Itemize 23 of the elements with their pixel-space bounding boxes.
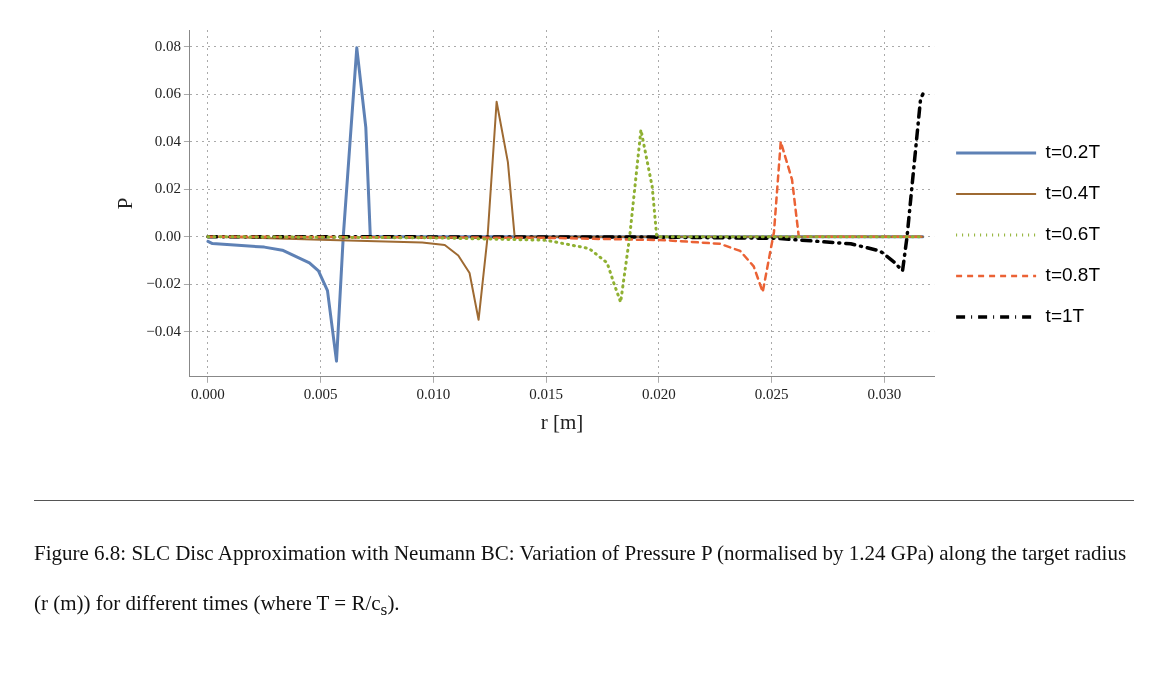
y-tick-label: 0.02: [154, 180, 181, 197]
x-tick-label: 0.025: [754, 385, 789, 402]
legend-label: t=0.6T: [1045, 223, 1101, 245]
x-tick-label: 0.010: [416, 385, 451, 402]
y-tick-label: 0.06: [154, 85, 182, 102]
legend-label: t=0.8T: [1045, 264, 1101, 286]
x-tick-label: 0.000: [191, 385, 225, 402]
y-axis-title: P: [113, 197, 138, 210]
y-tick-label: 0.00: [154, 227, 181, 244]
legend-label: t=0.2T: [1045, 141, 1101, 163]
y-tick-label: −0.02: [146, 275, 181, 292]
line-series: [206, 92, 925, 273]
x-tick-label: 0.020: [642, 385, 676, 402]
legend-label: t=1T: [1045, 305, 1085, 327]
y-tick-label: −0.04: [146, 322, 182, 339]
y-tick-label: 0.08: [154, 37, 181, 54]
x-tick-label: 0.015: [529, 385, 564, 402]
x-tick-label: 0.030: [867, 385, 902, 402]
x-axis-title: r [m]: [540, 409, 584, 434]
x-tick-label: 0.005: [303, 385, 338, 402]
text: Figure 6.8: SLC Disc Approximation with Neumann BC: Variation of Pressure P (normalised by 1.24 GPa) along the target radius (r (m)) for different times (where T = R/c$_{s}$).: [34, 541, 1127, 620]
y-tick-label: 0.04: [154, 132, 182, 149]
legend-label: t=0.4T: [1045, 182, 1101, 204]
